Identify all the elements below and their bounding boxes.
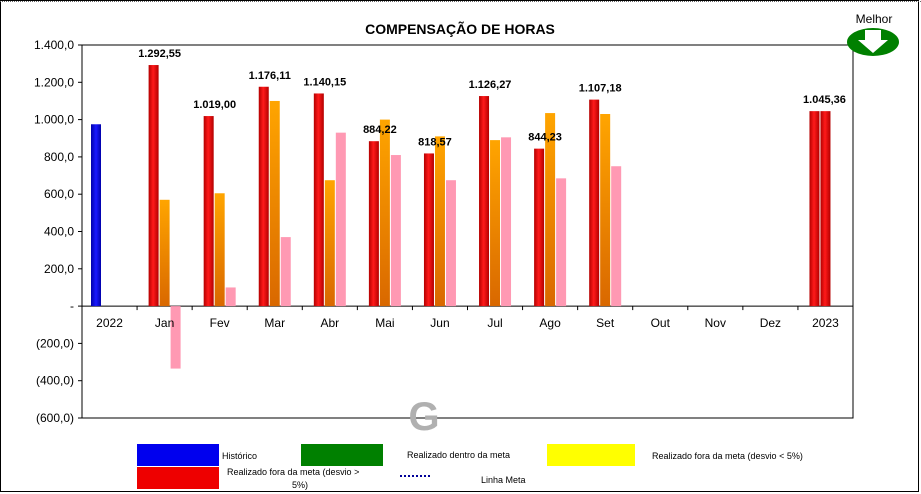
legend-label-historico: Histórico	[222, 451, 257, 461]
bar-s1-2023	[809, 111, 820, 307]
bar-s1-Mar	[258, 86, 269, 307]
legend-swatch-dentro-meta	[301, 444, 383, 466]
bar-s2-Abr	[324, 180, 335, 307]
legend-swatch-fora-meta-menor	[547, 444, 635, 466]
data-labels: 1.292,55 1.019,00 1.176,11 1.140,15 884,22 81…	[138, 48, 846, 148]
x-tick-label: Dez	[760, 316, 781, 330]
x-tick-label: Mar	[264, 316, 285, 330]
data-label: 884,22	[363, 124, 397, 136]
x-tick-label: 2023	[812, 316, 839, 330]
x-tick-label: Jun	[430, 316, 449, 330]
legend-swatch-fora-meta-maior	[137, 467, 219, 489]
y-tick-label: (600,0)	[36, 411, 74, 425]
y-tick-label: -	[70, 299, 74, 313]
bar-s3-Set	[611, 166, 622, 307]
y-tick-label: 400,0	[44, 225, 74, 239]
data-label: 818,57	[418, 136, 452, 148]
x-tick-label: Out	[651, 316, 671, 330]
bar-s3-Fev	[225, 287, 236, 307]
data-label: 1.107,18	[579, 83, 622, 95]
page-top-border	[0, 1, 921, 2]
watermark-glyph: G	[408, 395, 439, 439]
bar-s2-2023	[820, 111, 831, 307]
x-tick-label: Nov	[705, 316, 726, 330]
y-tick-label: (400,0)	[36, 374, 74, 388]
bar-s3-Mar	[280, 237, 291, 307]
bar-s1-Fev	[203, 116, 214, 307]
x-tick-label: Ago	[539, 316, 561, 330]
bar-s2-Mar	[269, 100, 280, 307]
y-tick-label: 1.200,0	[34, 75, 74, 89]
data-label: 1.045,36	[803, 94, 846, 106]
bar-s0-2022	[91, 124, 101, 307]
legend-label-dentro-meta: Realizado dentro da meta	[407, 450, 510, 460]
bar-s1-Abr	[313, 93, 324, 307]
bar-s3-Jun	[445, 180, 456, 307]
x-tick-label: Jul	[487, 316, 502, 330]
bar-s2-Ago	[545, 113, 556, 307]
y-tick-label: 200,0	[44, 262, 74, 276]
bar-s3-Mai	[390, 155, 401, 307]
bar-s3-Abr	[335, 132, 346, 307]
legend-swatch-historico	[137, 444, 219, 466]
data-label: 844,23	[528, 132, 562, 144]
x-tick-label: Abr	[320, 316, 339, 330]
y-tick-label: (200,0)	[36, 336, 74, 350]
legend-label-fora-meta-maior: Realizado fora da meta (desvio > 5%)	[227, 467, 362, 490]
y-axis-ticks: 1.400,0 1.200,0 1.000,0 800,0 600,0 400,0 200,…	[34, 38, 82, 425]
bar-s2-Fev	[214, 193, 225, 307]
data-label: 1.140,15	[303, 76, 346, 88]
x-tick-label: Fev	[210, 316, 230, 330]
data-label: 1.126,27	[469, 79, 512, 91]
y-tick-label: 800,0	[44, 150, 74, 164]
bar-s3-Jan	[170, 306, 181, 369]
bar-s1-Set	[589, 99, 600, 307]
melhor-arrow-icon	[847, 28, 899, 56]
bar-s1-Mai	[368, 141, 379, 307]
bars-layer	[82, 65, 853, 369]
bar-s3-Jul	[501, 137, 512, 307]
legend-label-fora-meta-maior-line2: 5%)	[292, 480, 308, 490]
bar-s2-Jul	[490, 140, 501, 307]
legend-label-fora-meta-menor: Realizado fora da meta (desvio < 5%)	[652, 451, 803, 461]
bar-s1-Ago	[534, 148, 545, 307]
melhor-label: Melhor	[856, 12, 893, 26]
data-label: 1.019,00	[193, 99, 236, 111]
bar-s2-Mai	[379, 119, 390, 307]
x-axis-ticks: 2022 Jan Fev Mar Abr Mai Jun Jul Ago Set Out Nov Dez…	[96, 306, 839, 330]
x-tick-label: Set	[596, 316, 615, 330]
bar-s1-Jun	[423, 153, 434, 307]
chart-title: COMPENSAÇÃO DE HORAS	[365, 20, 555, 37]
legend-label-linha-meta: Linha Meta	[481, 475, 526, 485]
bar-s1-Jan	[148, 65, 159, 307]
bar-s2-Jun	[434, 136, 445, 307]
bar-s2-Jan	[159, 199, 170, 307]
x-tick-label: 2022	[96, 316, 123, 330]
data-label: 1.176,11	[249, 70, 291, 82]
bar-s1-Jul	[479, 96, 490, 307]
bar-s2-Set	[600, 114, 611, 307]
x-tick-label: Jan	[155, 316, 174, 330]
y-tick-label: 1.400,0	[34, 38, 74, 52]
data-label: 1.292,55	[138, 48, 181, 60]
legend-label-fora-meta-maior-line1: Realizado fora da meta (desvio >	[227, 467, 359, 477]
bar-s3-Ago	[556, 178, 567, 307]
legend: Histórico Realizado dentro da meta Reali…	[137, 444, 803, 490]
y-tick-label: 1.000,0	[34, 113, 74, 127]
y-tick-label: 600,0	[44, 187, 74, 201]
x-tick-label: Mai	[375, 316, 394, 330]
